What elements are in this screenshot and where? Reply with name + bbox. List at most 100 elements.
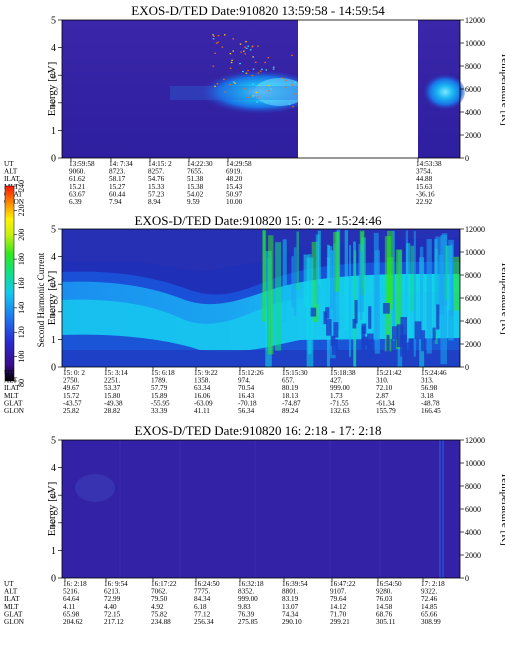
temperature-tick-label: 8000	[465, 62, 481, 71]
orbit-cell: 14: 7:34	[109, 160, 133, 168]
speckle-dot	[223, 78, 225, 80]
orbit-row-header: MLT	[4, 392, 19, 400]
speckle-dot	[215, 42, 218, 44]
orbit-cell: 8.94	[148, 198, 161, 206]
speckle-dot	[232, 38, 235, 40]
orbit-row-header: ILAT	[4, 384, 20, 392]
speckle-dot	[224, 91, 227, 93]
speckle-dot	[243, 50, 245, 52]
orbit-cell: 16:32:18	[238, 580, 264, 588]
orbit-cell: 13:59:58	[69, 160, 95, 168]
speckle-dot	[247, 96, 250, 98]
speckle-dot	[288, 103, 291, 105]
orbit-cell: 8801.	[282, 588, 298, 596]
orbit-cell: 15: 3:14	[104, 369, 128, 377]
orbit-cell: 16.06	[194, 392, 211, 400]
energy-tick-label: 4	[51, 252, 56, 263]
energy-tick-label: 4	[51, 43, 56, 54]
orbit-cell: 84.34	[194, 595, 211, 603]
speckle-dot	[294, 93, 296, 95]
orbit-cell: 22.92	[416, 198, 433, 206]
turbulent-streak	[395, 249, 402, 350]
colorbar-tick-label: 140	[17, 302, 26, 314]
panel-2-ylabel: Energy [eV]	[46, 271, 58, 325]
speckle-dot	[272, 68, 275, 70]
orbit-cell: 6.18	[194, 603, 207, 611]
orbit-cell: 80.19	[282, 384, 299, 392]
energy-tick-label: 5	[51, 16, 56, 27]
orbit-cell: 14.58	[376, 603, 393, 611]
speckle-dot	[281, 77, 283, 79]
orbit-cell: 6.39	[69, 198, 82, 206]
dark-patch	[436, 304, 440, 330]
turbulent-streak	[445, 245, 453, 311]
energy-tick-label: 2	[51, 98, 56, 109]
energy-tick-label: 1	[51, 546, 56, 557]
speckle-dot	[257, 96, 259, 98]
turbulent-streak	[374, 250, 380, 354]
orbit-row-header: ILAT	[4, 175, 20, 183]
turbulent-streak	[438, 254, 444, 315]
orbit-cell: -74.87	[282, 399, 301, 407]
turbulent-streak	[268, 235, 274, 355]
orbit-row-header: ILAT	[4, 595, 20, 603]
speckle-dot	[240, 51, 242, 53]
dark-patch	[414, 321, 422, 340]
speckle-dot	[229, 84, 232, 86]
orbit-cell: 25.82	[63, 407, 80, 415]
orbit-cell: 14.85	[421, 603, 438, 611]
speckle-dot	[212, 34, 214, 36]
turbulent-streak	[413, 231, 416, 357]
orbit-cell: 15.27	[109, 183, 126, 191]
orbit-cell: 7655.	[187, 168, 203, 176]
orbit-cell: 427.	[330, 377, 343, 385]
orbit-cell: 63.67	[69, 190, 86, 198]
orbit-cell: 204.62	[63, 618, 83, 626]
panel-1-data-gap	[298, 20, 418, 158]
turbulent-streak	[326, 244, 330, 367]
panel-1-plot	[61, 19, 465, 159]
speckle-dot	[294, 81, 296, 83]
orbit-cell: 64.64	[63, 595, 80, 603]
dark-patch	[330, 335, 336, 346]
temperature-tick-label: 10000	[465, 248, 485, 257]
orbit-row-header: GLAT	[4, 610, 23, 618]
temperature-tick-label: 12000	[465, 225, 485, 234]
dark-patch	[432, 327, 436, 341]
turbulent-streak	[445, 245, 449, 300]
orbit-cell: 275.85	[238, 618, 258, 626]
orbit-row-header: MLT	[4, 603, 19, 611]
speckle-dot	[267, 84, 270, 87]
speckle-dot	[252, 56, 254, 58]
panel-1-energy-axis: 0 1 2 3 4 5	[51, 16, 62, 165]
orbit-cell: -36.16	[416, 190, 435, 198]
orbit-cell: 71.70	[330, 610, 347, 618]
turbulent-streak	[387, 257, 394, 310]
orbit-cell: 999.00	[330, 384, 350, 392]
orbit-cell: 76.03	[376, 595, 393, 603]
orbit-cell: 132.63	[330, 407, 350, 415]
orbit-cell: 166.45	[421, 407, 441, 415]
speckle-dot	[232, 81, 235, 83]
speckle-dot	[247, 69, 249, 72]
energy-tick-label: 3	[51, 491, 56, 502]
orbit-cell: 4.40	[104, 603, 117, 611]
energy-tick-label: 3	[51, 280, 56, 291]
colorbar-tick-label: 120	[17, 326, 26, 338]
speckle-dot	[256, 101, 258, 103]
orbit-cell: 974.	[238, 377, 251, 385]
orbit-cell: 305.11	[376, 618, 396, 626]
temperature-tick-label: 6000	[465, 85, 481, 94]
speckle-dot	[216, 83, 219, 85]
panel-3-plot	[61, 439, 461, 579]
temperature-tick-label: 4000	[465, 108, 481, 117]
orbit-cell: 2251.	[104, 377, 120, 385]
turbulent-streak	[344, 230, 349, 330]
dark-patch	[361, 323, 367, 334]
turbulent-streak	[392, 231, 396, 342]
orbit-cell: 310.	[376, 377, 389, 385]
speckle-dot	[239, 43, 242, 45]
temperature-tick-label: 0	[465, 154, 469, 163]
speckle-dot	[257, 45, 259, 47]
panel-2-title: EXOS-D/TED Date:910820 15: 0: 2 - 15:24:…	[135, 213, 382, 228]
